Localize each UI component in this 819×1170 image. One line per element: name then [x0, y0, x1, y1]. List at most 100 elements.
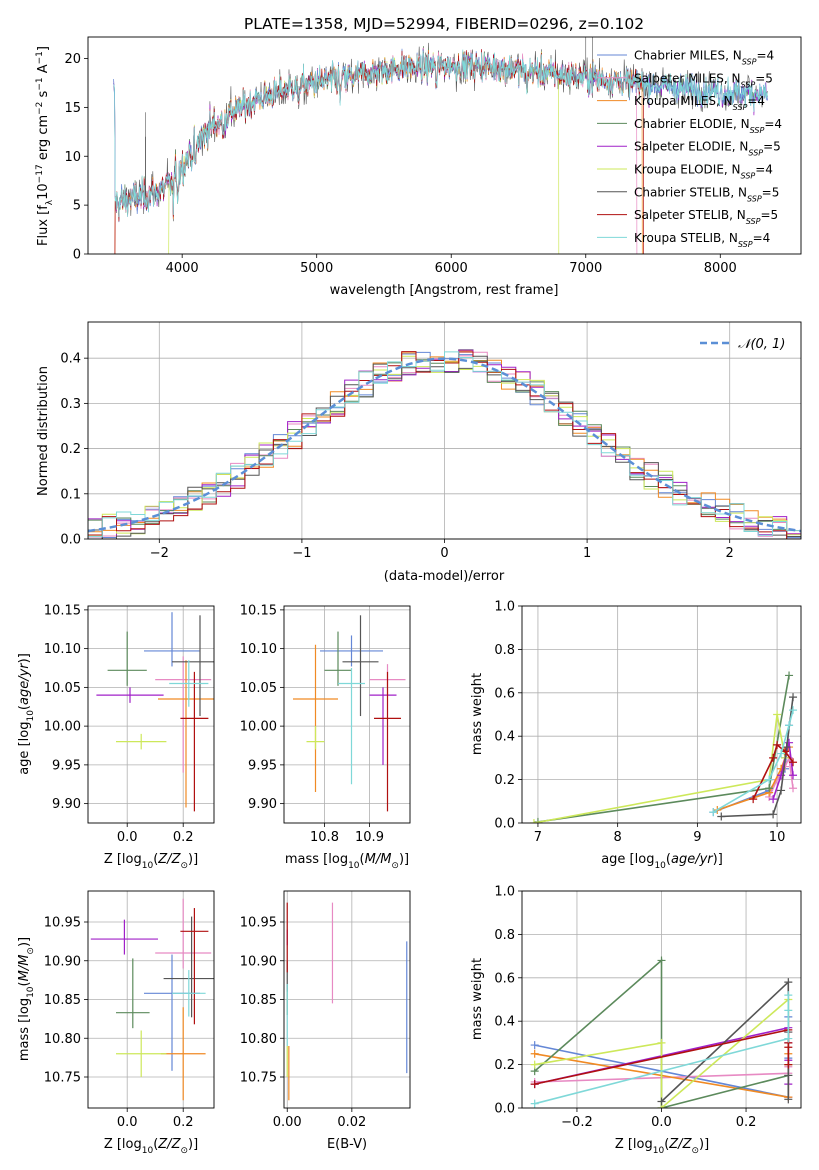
- y-tick-label: 0.8: [494, 928, 515, 943]
- y-tick-label: 10.15: [240, 603, 277, 618]
- y-tick-label: 15: [64, 101, 81, 116]
- plus-marker: [749, 795, 758, 804]
- plus-marker: [657, 956, 666, 965]
- y-tick-label: 0.4: [494, 1015, 515, 1030]
- x-tick-label: 4000: [166, 261, 199, 276]
- mass-weight-line: [537, 675, 790, 823]
- age-vs-z-plot: [96, 612, 214, 812]
- plus-marker: [789, 706, 798, 715]
- error-bar-point: [107, 631, 147, 686]
- error-bar-point: [172, 970, 206, 1017]
- y-tick-label: 10.90: [44, 954, 81, 969]
- plus-marker: [784, 1095, 793, 1104]
- error-bar-point: [369, 687, 397, 765]
- plus-marker: [709, 808, 718, 817]
- y-tick-label: 10.75: [240, 1071, 277, 1086]
- x-tick-label: 0.2: [173, 830, 194, 845]
- plus-marker: [785, 738, 794, 747]
- plus-marker: [717, 812, 726, 821]
- y-tick-label: 10.05: [240, 681, 277, 696]
- age-vs-z-axes: 0.0 0.2 9.90 9.95 10.00 10.05 10.10 10.15: [44, 603, 214, 845]
- x-tick-label: 5000: [300, 261, 333, 276]
- y-tick-label: 9.90: [52, 797, 81, 812]
- mass-weight-line: [533, 714, 786, 823]
- mass-weight-line: [534, 995, 790, 1105]
- y-tick-label: 0.4: [60, 352, 81, 367]
- y-tick-label: 10.85: [240, 993, 277, 1008]
- plus-marker: [785, 721, 794, 730]
- mass-weight-vs-z-axes: −0.2 0.0 0.2 0.0 0.2 0.4 0.6 0.8 1.0: [494, 885, 801, 1130]
- error-bar-point: [180, 671, 209, 812]
- y-tick-label: 5: [73, 199, 81, 214]
- x-tick-label: 10.9: [355, 830, 384, 845]
- x-tick-label: −1: [292, 546, 311, 561]
- plus-marker: [784, 1006, 793, 1015]
- x-tick-label: 9: [693, 830, 701, 845]
- y-tick-label: 10.90: [240, 954, 277, 969]
- x-tick-label: 10: [769, 830, 786, 845]
- y-tick-label: 0.8: [494, 643, 515, 658]
- legend-label: 𝒩(0, 1): [738, 337, 785, 352]
- y-tick-label: 10.00: [44, 720, 81, 735]
- x-tick-label: 10.8: [310, 830, 339, 845]
- spectrum-legend: Chabrier MILES, NSSP=4 Salpeter MILES, NS…: [597, 49, 782, 248]
- y-tick-label: 10.00: [240, 720, 277, 735]
- normal-reference-curve: [88, 357, 801, 533]
- histogram-plot: [88, 349, 801, 539]
- plus-marker: [789, 693, 798, 702]
- plus-marker: [769, 795, 778, 804]
- mass-weight-vs-z-frame: [521, 890, 802, 1109]
- y-tick-label: 10.80: [44, 1032, 81, 1047]
- x-tick-label: 0.0: [117, 830, 138, 845]
- plus-marker: [789, 784, 798, 793]
- mass-vs-z-xlabel: Z [log10(Z/Z⊙)]: [104, 1137, 198, 1156]
- mass-weight-vs-age-ylabel: mass weight: [470, 673, 485, 755]
- y-tick-label: 0.0: [494, 817, 515, 832]
- error-bar-point: [116, 1030, 167, 1077]
- error-bar-point: [160, 1007, 206, 1101]
- plus-marker: [657, 1038, 666, 1047]
- histogram-step-kroupa-stelib: [88, 351, 801, 538]
- spectrum-line-kroupa-stelib: [113, 49, 768, 218]
- plus-marker: [784, 1043, 793, 1052]
- plus-marker: [782, 743, 791, 752]
- y-tick-label: 0.2: [60, 442, 81, 457]
- plus-marker: [773, 740, 782, 749]
- plus-marker: [784, 991, 793, 1000]
- y-tick-label: 20: [64, 52, 81, 67]
- error-bar-point: [96, 687, 164, 703]
- plus-marker: [530, 1060, 539, 1069]
- y-tick-label: 9.90: [248, 797, 277, 812]
- y-tick-label: 0.6: [494, 971, 515, 986]
- x-tick-label: 8000: [704, 261, 737, 276]
- y-tick-label: 10.85: [44, 993, 81, 1008]
- mass-vs-z-axes: 0.0 0.2 10.75 10.80 10.85 10.90 10.95: [44, 891, 214, 1130]
- plus-marker: [784, 1034, 793, 1043]
- age-vs-mass-xlabel: mass [log10(M/M⊙)]: [285, 852, 409, 871]
- spectrum-axes: 4000 5000 6000 7000 8000 0 5 10 15 20: [64, 37, 768, 276]
- y-tick-label: 0.1: [60, 487, 81, 502]
- legend-label: Salpeter STELIB, NSSP=5: [634, 208, 778, 226]
- mass-weight-vs-z-plot: [530, 956, 793, 1108]
- plus-marker: [529, 819, 538, 823]
- y-tick-label: 9.95: [52, 758, 81, 773]
- legend-label: Chabrier MILES, NSSP=4: [634, 49, 774, 67]
- y-tick-label: 0.6: [494, 686, 515, 701]
- age-vs-z-frame: [87, 605, 215, 824]
- error-bar-point: [116, 958, 150, 1029]
- y-tick-label: 0.0: [494, 1102, 515, 1117]
- mass-vs-ebv-axes: 0.00 0.02 10.75 10.80 10.85 10.90 10.95: [240, 891, 410, 1130]
- error-bar-point: [180, 908, 209, 1025]
- age-vs-mass-frame: [283, 605, 411, 824]
- x-tick-label: 0: [440, 546, 448, 561]
- mass-vs-z-plot: [90, 898, 214, 1101]
- x-tick-label: 0.02: [337, 1115, 366, 1130]
- error-bar-point: [342, 615, 379, 717]
- error-bar-point: [338, 668, 365, 785]
- x-tick-label: 8: [614, 830, 622, 845]
- y-tick-label: 10: [64, 150, 81, 165]
- y-tick-label: 0.3: [60, 397, 81, 412]
- x-tick-label: −2: [150, 546, 169, 561]
- x-tick-label: 0.00: [273, 1115, 302, 1130]
- histogram-xlabel: (data-model)/error: [384, 569, 505, 584]
